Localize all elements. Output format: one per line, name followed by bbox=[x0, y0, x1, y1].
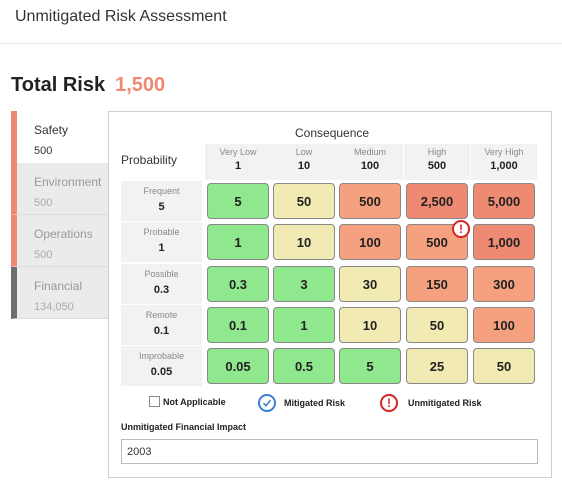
legend-label: Mitigated Risk bbox=[284, 398, 346, 408]
tab-value: 500 bbox=[34, 249, 53, 261]
matrix-cell[interactable]: 30 bbox=[339, 266, 401, 302]
page-header: Unmitigated Risk Assessment bbox=[0, 0, 562, 44]
column-name: Very Low bbox=[219, 147, 257, 157]
column-value: 500 bbox=[427, 160, 447, 172]
total-risk: Total Risk 1,500 bbox=[11, 74, 165, 97]
consequence-header-very-high: Very High 1,000 bbox=[471, 144, 537, 180]
matrix-cell[interactable]: 0.3 bbox=[207, 266, 269, 302]
column-name: Very High bbox=[484, 147, 524, 157]
column-name: High bbox=[427, 147, 447, 157]
tab-environment[interactable]: Environment 500 bbox=[11, 163, 108, 215]
row-name: Improbable bbox=[138, 351, 185, 361]
total-risk-label: Total Risk bbox=[11, 74, 106, 96]
column-value: 100 bbox=[360, 160, 380, 172]
exclamation-circle-icon: ! bbox=[452, 220, 470, 238]
row-name: Remote bbox=[145, 310, 178, 320]
probability-header-improbable: Improbable 0.05 bbox=[121, 346, 202, 386]
total-risk-value: 1,500 bbox=[115, 74, 166, 96]
column-value: 10 bbox=[297, 160, 311, 172]
matrix-cell[interactable]: 300 bbox=[473, 266, 535, 302]
matrix-cell[interactable]: 5,000 bbox=[473, 183, 535, 219]
matrix-cell[interactable]: 25 bbox=[406, 348, 468, 384]
exclamation-circle-icon: ! bbox=[380, 394, 398, 412]
matrix-cell[interactable]: 1 bbox=[273, 307, 335, 343]
matrix-cell[interactable]: 3 bbox=[273, 266, 335, 302]
legend-label: Unmitigated Risk bbox=[408, 398, 482, 408]
matrix-cell[interactable]: 500 bbox=[339, 183, 401, 219]
row-name: Possible bbox=[144, 269, 179, 279]
tab-financial[interactable]: Financial 134,050 bbox=[11, 267, 108, 319]
tab-value: 500 bbox=[34, 197, 53, 209]
probability-header-frequent: Frequent 5 bbox=[121, 181, 202, 221]
column-value: 1,000 bbox=[490, 160, 518, 172]
row-value: 5 bbox=[158, 201, 165, 213]
matrix-cell[interactable]: 50 bbox=[473, 348, 535, 384]
financial-impact-input[interactable] bbox=[121, 439, 538, 464]
matrix-cell[interactable]: 2,500 bbox=[406, 183, 468, 219]
tab-value: 134,050 bbox=[34, 301, 74, 313]
column-name: Medium bbox=[353, 147, 386, 157]
matrix-cell-selected[interactable]: 500 bbox=[406, 224, 468, 260]
matrix-cell[interactable]: 100 bbox=[339, 224, 401, 260]
tab-safety[interactable]: Safety 500 bbox=[11, 111, 108, 163]
consequence-label: Consequence bbox=[295, 126, 370, 140]
legend-mitigated: Mitigated Risk bbox=[258, 394, 345, 412]
page-title: Unmitigated Risk Assessment bbox=[15, 8, 227, 25]
probability-header-possible: Possible 0.3 bbox=[121, 264, 202, 304]
row-value: 1 bbox=[158, 242, 165, 254]
row-name: Probable bbox=[143, 227, 180, 237]
column-value: 1 bbox=[234, 160, 242, 172]
legend-label: Not Applicable bbox=[163, 396, 226, 407]
matrix-cell[interactable]: 5 bbox=[207, 183, 269, 219]
matrix-cell[interactable]: 1,000 bbox=[473, 224, 535, 260]
matrix-cell[interactable]: 0.05 bbox=[207, 348, 269, 384]
row-name: Frequent bbox=[143, 186, 180, 196]
matrix-cell[interactable]: 10 bbox=[273, 224, 335, 260]
matrix-cell[interactable]: 0.5 bbox=[273, 348, 335, 384]
column-name: Low bbox=[295, 147, 313, 157]
tab-label: Safety bbox=[34, 123, 69, 137]
row-value: 0.1 bbox=[153, 325, 170, 337]
matrix-cell[interactable]: 50 bbox=[406, 307, 468, 343]
legend-unmitigated: ! Unmitigated Risk bbox=[380, 394, 482, 412]
matrix-cell[interactable]: 50 bbox=[273, 183, 335, 219]
consequence-header-very-low: Very Low 1 bbox=[205, 144, 271, 180]
consequence-header-high: High 500 bbox=[404, 144, 470, 180]
matrix-cell[interactable]: 150 bbox=[406, 266, 468, 302]
tab-label: Financial bbox=[34, 279, 83, 293]
matrix-cell[interactable]: 100 bbox=[473, 307, 535, 343]
matrix-cell[interactable]: 1 bbox=[207, 224, 269, 260]
checkbox-icon bbox=[149, 396, 160, 407]
tab-operations[interactable]: Operations 500 bbox=[11, 215, 108, 267]
tab-label: Environment bbox=[34, 175, 102, 189]
check-circle-icon bbox=[258, 394, 276, 412]
matrix-cell[interactable]: 5 bbox=[339, 348, 401, 384]
tab-value: 500 bbox=[34, 145, 53, 157]
probability-label: Probability bbox=[121, 153, 178, 167]
probability-header-remote: Remote 0.1 bbox=[121, 305, 202, 345]
row-value: 0.3 bbox=[153, 284, 170, 296]
financial-impact-label: Unmitigated Financial Impact bbox=[121, 422, 247, 432]
row-value: 0.05 bbox=[150, 366, 173, 378]
matrix-cell[interactable]: 0.1 bbox=[207, 307, 269, 343]
matrix-cell[interactable]: 10 bbox=[339, 307, 401, 343]
probability-header-probable: Probable 1 bbox=[121, 222, 202, 262]
consequence-header-medium: Medium 100 bbox=[337, 144, 403, 180]
legend-not-applicable: Not Applicable bbox=[149, 396, 226, 407]
tab-label: Operations bbox=[34, 227, 93, 241]
consequence-header-low: Low 10 bbox=[271, 144, 337, 180]
